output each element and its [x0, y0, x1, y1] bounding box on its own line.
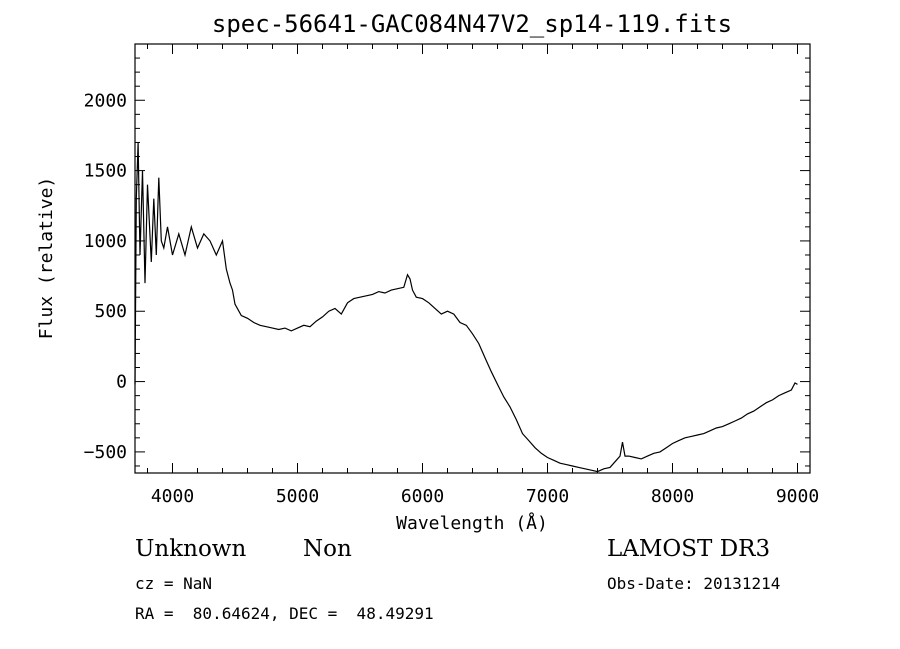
- ra-dec-coordinates: RA = 80.64624, DEC = 48.49291: [135, 604, 434, 623]
- y-axis-label: Flux (relative): [36, 177, 57, 340]
- y-axis-ticks: −500 0 500 1000 1500 2000: [84, 43, 810, 467]
- x-tick-label: 8000: [651, 486, 694, 507]
- survey-name: LAMOST DR3: [607, 536, 771, 562]
- y-tick-label: 0: [116, 372, 127, 393]
- x-tick-label: 7000: [526, 486, 569, 507]
- spectrum-line: [134, 142, 798, 473]
- y-tick-label: 500: [94, 301, 127, 322]
- y-tick-label: 1000: [84, 231, 127, 252]
- x-axis-ticks: 4000 5000 6000 7000 8000 9000: [147, 44, 819, 507]
- y-tick-label: 2000: [84, 90, 127, 111]
- redshift-cz: cz = NaN: [135, 574, 213, 593]
- y-tick-label: −500: [84, 442, 127, 463]
- plot-axes: [134, 43, 811, 474]
- plot-frame: [134, 43, 811, 474]
- observation-date: Obs-Date: 20131214: [607, 574, 781, 593]
- object-subclass: Non: [303, 536, 352, 562]
- x-tick-label: 4000: [151, 486, 194, 507]
- chart-title: spec-56641-GAC084N47V2_sp14-119.fits: [212, 10, 732, 38]
- y-tick-label: 1500: [84, 161, 127, 182]
- x-tick-label: 6000: [401, 486, 444, 507]
- x-axis-label: Wavelength (Å): [396, 512, 548, 534]
- object-class: Unknown: [135, 536, 247, 562]
- x-tick-label: 5000: [276, 486, 319, 507]
- x-tick-label: 9000: [776, 486, 819, 507]
